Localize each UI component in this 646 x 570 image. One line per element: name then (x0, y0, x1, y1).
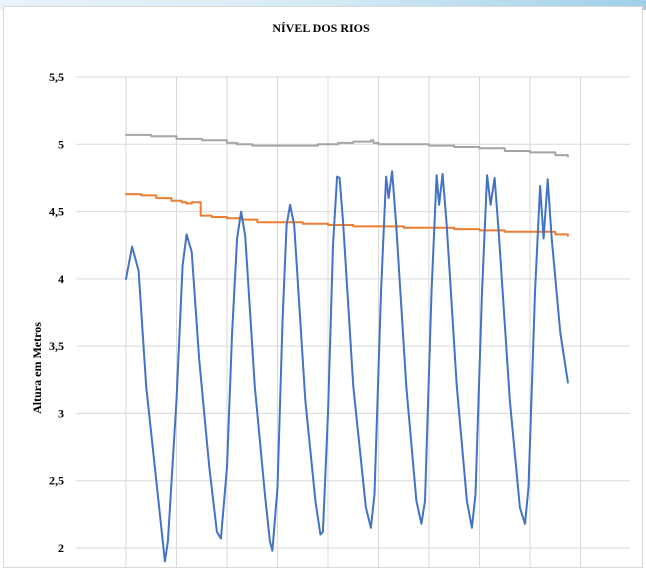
chart-area-border (3, 6, 643, 568)
series-line-2 (125, 193, 569, 237)
y-tick-label: 3,5 (49, 339, 64, 353)
y-tick-label: 2,5 (49, 474, 64, 488)
y-tick-label: 2 (58, 541, 64, 555)
y-axis-ticks: 2 2,5 3 3,5 4 4,5 5 5,5 (49, 70, 64, 555)
y-tick-label: 5 (58, 137, 64, 151)
y-tick-label: 3 (58, 406, 64, 420)
y-tick-label: 5,5 (49, 70, 64, 84)
series-line-1 (125, 133, 569, 158)
y-tick-label: 4 (58, 272, 64, 286)
gridlines (76, 76, 630, 568)
series-line-3 (125, 170, 569, 563)
y-axis-label: Altura em Metros (30, 322, 44, 414)
chart-title: NÍVEL DOS RIOS (272, 21, 370, 35)
series-group (125, 133, 569, 563)
top-gradient-band (0, 0, 646, 10)
y-tick-label: 4,5 (49, 205, 64, 219)
